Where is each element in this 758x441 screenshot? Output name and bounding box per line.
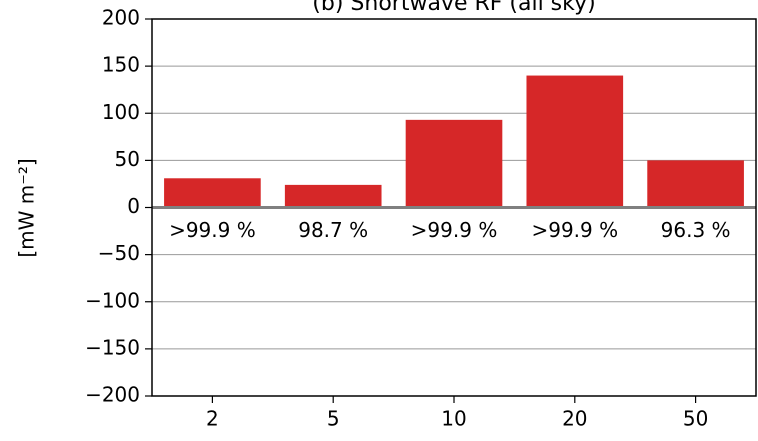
x-tick-label: 10: [441, 407, 466, 431]
annotation: 98.7 %: [298, 218, 368, 242]
annotation: >99.9 %: [411, 218, 498, 242]
y-tick-label: 200: [102, 6, 140, 30]
bar: [526, 75, 624, 208]
x-tick-label: 5: [327, 407, 340, 431]
annotation: >99.9 %: [531, 218, 618, 242]
x-tick-label: 2: [206, 407, 219, 431]
y-tick-label: 50: [115, 147, 140, 171]
y-tick-label: 150: [102, 53, 140, 77]
annotation: >99.9 %: [169, 218, 256, 242]
y-tick-label: −100: [85, 288, 140, 312]
y-tick-label: 0: [127, 194, 140, 218]
annotation: 96.3 %: [661, 218, 731, 242]
bar: [284, 184, 382, 208]
y-tick-label: 100: [102, 100, 140, 124]
y-tick-label: −200: [85, 383, 140, 407]
x-tick-label: 20: [562, 407, 587, 431]
chart-title: (b) Shortwave RF (all sky): [312, 0, 595, 16]
x-tick-label: 50: [683, 407, 708, 431]
bar: [647, 160, 744, 208]
y-tick-label: −150: [85, 335, 140, 359]
bar: [164, 178, 261, 208]
bar: [405, 119, 503, 208]
plot-frame: [151, 18, 757, 397]
y-tick-label: −50: [98, 241, 140, 265]
y-axis-label: [mW m⁻²]: [15, 158, 39, 257]
